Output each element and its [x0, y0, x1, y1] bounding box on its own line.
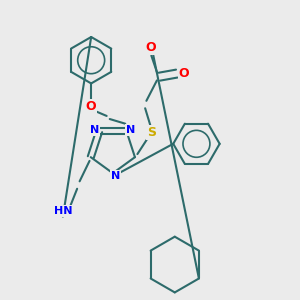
Text: O: O: [178, 67, 189, 80]
Text: HN: HN: [54, 206, 73, 216]
Text: O: O: [86, 100, 97, 112]
Text: O: O: [145, 41, 156, 54]
Text: S: S: [148, 126, 157, 139]
Text: N: N: [126, 125, 135, 135]
Text: N: N: [111, 171, 120, 181]
Text: N: N: [90, 125, 99, 135]
